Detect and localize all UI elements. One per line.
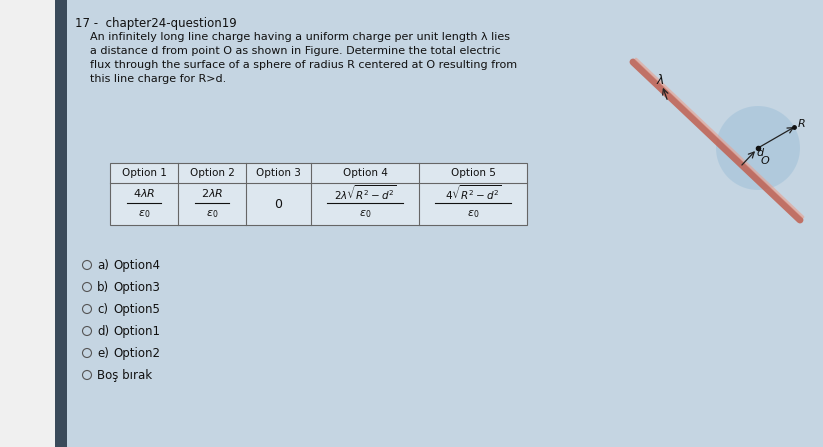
Text: $4\sqrt{R^2-d^2}$: $4\sqrt{R^2-d^2}$ [444, 184, 501, 202]
Text: 0: 0 [275, 198, 282, 211]
Text: flux through the surface of a sphere of radius R centered at O resulting from: flux through the surface of a sphere of … [90, 60, 517, 70]
Text: a distance d from point O as shown in Figure. Determine the total electric: a distance d from point O as shown in Fi… [90, 46, 500, 56]
Text: Option4: Option4 [113, 258, 160, 271]
Text: Option 4: Option 4 [342, 168, 388, 178]
Bar [110, 163, 527, 225]
Text: Option3: Option3 [113, 281, 160, 294]
Text: Option 1: Option 1 [122, 168, 166, 178]
Text: $\lambda$: $\lambda$ [656, 73, 664, 87]
Text: Boş bırak: Boş bırak [97, 368, 152, 381]
Text: An infinitely long line charge having a uniform charge per unit length λ lies: An infinitely long line charge having a … [90, 32, 510, 42]
Bar [0, 0, 62, 447]
Bar [55, 0, 67, 447]
Text: Option 2: Option 2 [189, 168, 235, 178]
Text: R: R [797, 119, 805, 129]
Text: $4\lambda R$: $4\lambda R$ [133, 187, 156, 199]
Text: Option1: Option1 [113, 325, 160, 337]
Text: this line charge for R>d.: this line charge for R>d. [90, 74, 226, 84]
Text: $\varepsilon_0$: $\varepsilon_0$ [359, 208, 371, 220]
Text: $\varepsilon_0$: $\varepsilon_0$ [206, 208, 218, 220]
Text: O: O [761, 156, 770, 166]
Text: e): e) [97, 346, 109, 359]
Text: Option5: Option5 [113, 303, 160, 316]
Text: d): d) [97, 325, 109, 337]
Circle shape [716, 106, 800, 190]
Text: d: d [757, 148, 764, 157]
Text: b): b) [97, 281, 109, 294]
Text: Option2: Option2 [113, 346, 160, 359]
Text: 17 -  chapter24-question19: 17 - chapter24-question19 [75, 17, 237, 30]
Text: $\varepsilon_0$: $\varepsilon_0$ [467, 208, 479, 220]
Text: Option 5: Option 5 [450, 168, 495, 178]
Text: $\varepsilon_0$: $\varepsilon_0$ [137, 208, 150, 220]
Text: $2\lambda R$: $2\lambda R$ [201, 187, 223, 199]
Text: c): c) [97, 303, 108, 316]
Text: a): a) [97, 258, 109, 271]
Text: $2\lambda\sqrt{R^2-d^2}$: $2\lambda\sqrt{R^2-d^2}$ [333, 184, 397, 202]
Text: Option 3: Option 3 [256, 168, 301, 178]
